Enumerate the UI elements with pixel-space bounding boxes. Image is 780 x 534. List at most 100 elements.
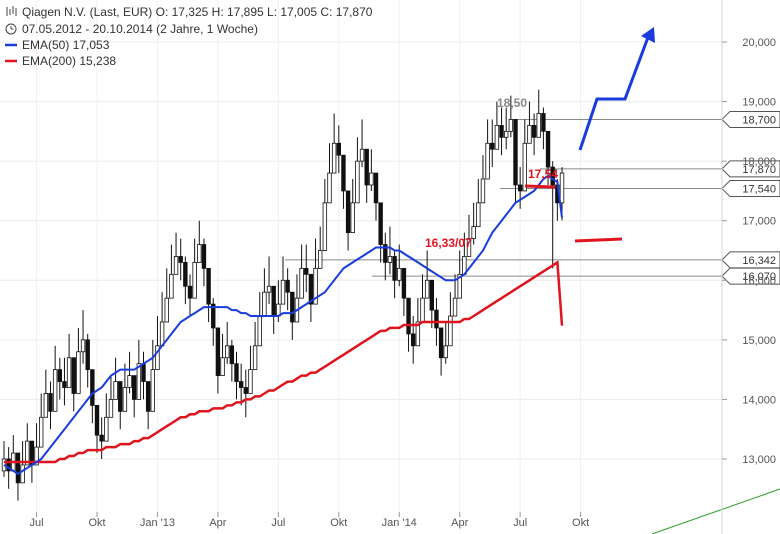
candle [331, 113, 337, 174]
chart-title: Qiagen N.V. (Last, EUR) O: 17,325 H: 17,… [22, 5, 373, 19]
y-tick-label: 19,000 [742, 97, 776, 109]
candle [522, 119, 527, 192]
chart-header: Qiagen N.V. (Last, EUR) O: 17,325 H: 17,… [5, 5, 373, 68]
candle [443, 321, 448, 364]
candle [364, 148, 369, 203]
candle [503, 107, 509, 150]
candle [248, 345, 253, 394]
candle [466, 214, 472, 257]
level-label-box [721, 110, 780, 128]
candles [1, 89, 565, 501]
y-tick-label: 20,000 [742, 37, 776, 49]
candle [471, 202, 476, 245]
candle [429, 279, 434, 328]
candle [15, 452, 21, 501]
candle [155, 316, 160, 371]
level-label-box [721, 160, 780, 178]
candle [410, 316, 416, 364]
candle [52, 345, 58, 412]
y-tick-label: 16,000 [742, 275, 776, 287]
candle [508, 95, 514, 138]
candle [476, 179, 481, 228]
level-label: 16,070 [742, 271, 776, 283]
candle [392, 250, 397, 299]
x-tick-label: Jan '14 [382, 517, 417, 529]
level-label-box [721, 251, 780, 269]
candle [494, 101, 500, 150]
x-tick-label: Jan '13 [140, 517, 175, 529]
y-tick-label: 17,000 [742, 216, 776, 228]
candle [39, 393, 44, 448]
candle [197, 220, 202, 263]
candle [369, 149, 374, 191]
chart-type-icon [6, 6, 17, 16]
x-tick-label: Okt [88, 517, 105, 529]
candle [294, 274, 300, 323]
candle [415, 298, 421, 347]
candle [387, 226, 393, 275]
candle [299, 244, 304, 299]
candle [517, 167, 523, 209]
candle [108, 375, 114, 418]
candle [104, 393, 109, 442]
candle [127, 351, 132, 394]
trend-line-green [651, 488, 780, 534]
candle [341, 154, 346, 209]
candle [420, 274, 425, 323]
candle [183, 256, 188, 305]
candle [66, 333, 72, 388]
candle [1, 441, 7, 477]
candle [485, 119, 490, 180]
candle [169, 244, 174, 299]
level-label-box [721, 180, 780, 198]
candle [113, 357, 118, 400]
support-mark-1 [524, 184, 556, 189]
level-label: 18,700 [742, 114, 776, 126]
candle [234, 351, 239, 400]
candle [62, 357, 67, 406]
candle [173, 232, 179, 275]
x-tick-label: Apr [451, 517, 468, 529]
candle [187, 274, 193, 317]
x-tick-label: Apr [209, 517, 226, 529]
support-mark-2 [574, 237, 623, 243]
annotation-label: 16,33/07 [425, 236, 472, 250]
candle [266, 256, 272, 305]
candle [71, 357, 76, 412]
candle [94, 404, 100, 454]
candle [304, 244, 309, 293]
candle [136, 339, 142, 400]
candle [252, 321, 258, 371]
candle [322, 179, 328, 251]
candle [317, 226, 323, 269]
candle [11, 435, 16, 472]
candle [224, 321, 230, 364]
y-axis: 13,000 14,000 15,000 16,000 17,000 18,000 19,0… [721, 0, 776, 534]
candle [215, 327, 221, 394]
y-tick-label: 13,000 [742, 454, 776, 466]
x-tick-label: Jul [513, 517, 527, 529]
ema50-line [3, 174, 563, 476]
candle [536, 89, 541, 138]
candle [238, 363, 244, 406]
candle [345, 190, 351, 251]
candle [85, 333, 90, 388]
candle [359, 119, 365, 168]
annotation-label: 18,50 [497, 96, 527, 110]
candle [290, 291, 295, 340]
candle [308, 273, 314, 322]
candle [229, 339, 235, 382]
annotations: 18,50 17,54 16,33/07 [425, 96, 558, 250]
candle [122, 363, 128, 412]
candle [206, 267, 211, 322]
candle [541, 107, 546, 150]
candle [164, 268, 169, 323]
candle [131, 375, 137, 418]
candle [336, 125, 341, 174]
candle [243, 369, 248, 418]
candle [499, 107, 504, 156]
candle [531, 113, 537, 156]
candle [545, 130, 551, 185]
x-tick-label: Okt [572, 517, 589, 529]
